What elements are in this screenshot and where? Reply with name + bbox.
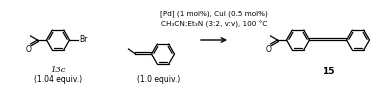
Text: 15: 15 [322, 68, 334, 77]
Text: (1.04 equiv.): (1.04 equiv.) [34, 75, 82, 84]
Text: Br: Br [80, 36, 88, 45]
Text: O: O [25, 45, 31, 54]
Text: CH₃CN:Et₃N (3:2, v:v), 100 °C: CH₃CN:Et₃N (3:2, v:v), 100 °C [161, 20, 267, 28]
Text: (1.0 equiv.): (1.0 equiv.) [137, 75, 181, 84]
Text: O: O [266, 45, 272, 54]
Text: [Pd] (1 mol%), CuI (0.5 mol%): [Pd] (1 mol%), CuI (0.5 mol%) [160, 11, 268, 17]
Text: 13c: 13c [50, 66, 66, 74]
